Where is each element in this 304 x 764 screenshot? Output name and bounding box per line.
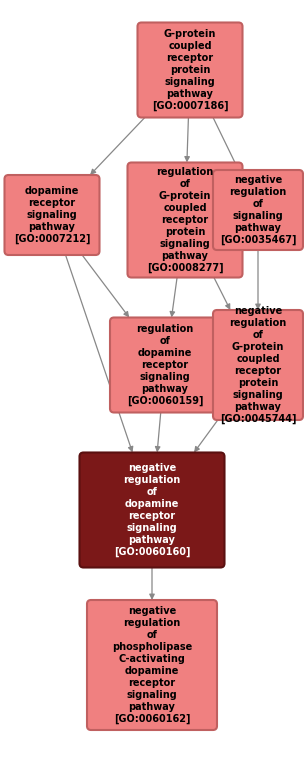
FancyBboxPatch shape <box>213 310 303 420</box>
Text: negative
regulation
of
phospholipase
C-activating
dopamine
receptor
signaling
pa: negative regulation of phospholipase C-a… <box>112 606 192 724</box>
FancyBboxPatch shape <box>110 318 220 413</box>
Text: regulation
of
G-protein
coupled
receptor
protein
signaling
pathway
[GO:0008277]: regulation of G-protein coupled receptor… <box>147 167 223 274</box>
FancyBboxPatch shape <box>5 175 99 255</box>
FancyBboxPatch shape <box>213 170 303 250</box>
FancyBboxPatch shape <box>137 22 243 118</box>
Text: negative
regulation
of
signaling
pathway
[GO:0035467]: negative regulation of signaling pathway… <box>220 175 296 245</box>
FancyBboxPatch shape <box>127 163 243 277</box>
FancyBboxPatch shape <box>87 600 217 730</box>
Text: G-protein
coupled
receptor
protein
signaling
pathway
[GO:0007186]: G-protein coupled receptor protein signa… <box>152 29 228 111</box>
Text: regulation
of
dopamine
receptor
signaling
pathway
[GO:0060159]: regulation of dopamine receptor signalin… <box>127 324 203 406</box>
Text: dopamine
receptor
signaling
pathway
[GO:0007212]: dopamine receptor signaling pathway [GO:… <box>14 186 90 244</box>
FancyBboxPatch shape <box>80 452 224 568</box>
Text: negative
regulation
of
G-protein
coupled
receptor
protein
signaling
pathway
[GO:: negative regulation of G-protein coupled… <box>220 306 296 424</box>
Text: negative
regulation
of
dopamine
receptor
signaling
pathway
[GO:0060160]: negative regulation of dopamine receptor… <box>114 463 190 557</box>
